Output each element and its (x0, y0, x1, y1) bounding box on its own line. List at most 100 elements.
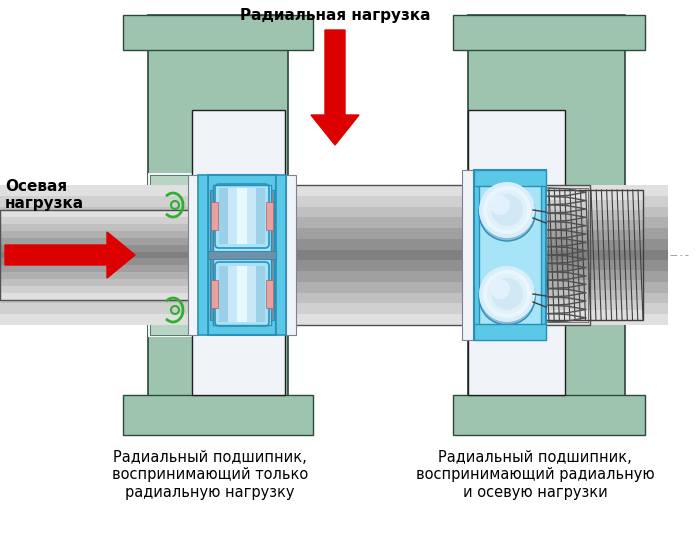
Bar (0, 286, 200, 293)
Text: Радиальный подшипник,
воспринимающий только
радиальную нагрузку: Радиальный подшипник, воспринимающий тол… (112, 450, 308, 500)
Bar (219, 266, 228, 322)
Bar (0, 231, 200, 238)
Bar (528, 280, 643, 290)
Bar (468, 15, 625, 430)
Circle shape (491, 194, 523, 226)
Bar (528, 250, 643, 260)
Bar (208, 175, 276, 335)
Bar (271, 190, 274, 320)
Bar (0, 207, 668, 217)
Bar (474, 170, 546, 186)
Bar (123, 395, 313, 435)
Bar (237, 266, 246, 322)
Circle shape (479, 182, 535, 238)
Bar (195, 185, 590, 325)
Bar (0, 196, 668, 207)
Bar (453, 395, 645, 435)
Text: Радиальная нагрузка: Радиальная нагрузка (239, 8, 430, 23)
FancyArrow shape (5, 232, 135, 278)
Bar (0, 228, 668, 239)
Bar (470, 175, 526, 335)
Bar (528, 260, 643, 270)
Bar (474, 324, 546, 340)
Circle shape (490, 195, 510, 215)
Circle shape (479, 185, 535, 241)
Bar (246, 266, 255, 322)
Bar (213, 185, 271, 325)
Bar (0, 252, 200, 259)
Bar (228, 188, 237, 244)
Bar (246, 188, 255, 244)
Bar (255, 188, 265, 244)
Bar (453, 15, 645, 50)
Bar (0, 314, 668, 325)
Circle shape (491, 278, 523, 310)
Bar (528, 310, 643, 320)
Bar (528, 270, 643, 280)
Bar (123, 15, 313, 50)
Bar (286, 175, 296, 335)
Text: Радиальный подшипник,
воспринимающий радиальную
и осевую нагрузки: Радиальный подшипник, воспринимающий рад… (416, 450, 654, 500)
Bar (0, 239, 668, 249)
Text: Осевая
нагрузка: Осевая нагрузка (5, 179, 84, 211)
Bar (0, 293, 668, 303)
Circle shape (487, 274, 527, 314)
Circle shape (483, 186, 531, 234)
FancyArrow shape (311, 30, 359, 145)
Circle shape (491, 278, 523, 310)
Bar (276, 175, 286, 335)
Bar (192, 110, 285, 395)
Bar (528, 290, 643, 300)
Circle shape (487, 190, 527, 230)
Bar (0, 271, 668, 282)
Bar (0, 282, 668, 293)
Bar (0, 224, 200, 231)
Bar (0, 238, 200, 245)
Bar (528, 190, 643, 320)
Bar (528, 230, 643, 240)
Bar (462, 170, 474, 340)
Bar (188, 175, 198, 335)
Circle shape (483, 186, 531, 234)
Bar (0, 185, 668, 196)
Circle shape (483, 270, 531, 318)
Bar (266, 280, 273, 308)
Bar (148, 15, 288, 430)
Bar (0, 265, 200, 272)
Circle shape (487, 190, 527, 230)
Bar (208, 251, 276, 259)
Circle shape (483, 270, 531, 318)
Bar (211, 202, 218, 230)
Bar (468, 173, 528, 337)
Bar (0, 210, 200, 300)
Bar (479, 180, 541, 330)
Bar (210, 190, 213, 320)
Bar (219, 188, 228, 244)
Bar (237, 188, 246, 244)
Bar (528, 210, 643, 220)
Bar (528, 300, 643, 310)
Circle shape (490, 279, 510, 299)
Bar (228, 266, 237, 322)
Bar (0, 259, 200, 265)
Bar (0, 245, 200, 252)
Bar (528, 190, 643, 200)
Bar (474, 170, 546, 340)
Bar (528, 220, 643, 230)
Bar (0, 217, 668, 228)
Bar (0, 303, 668, 314)
Circle shape (491, 194, 523, 226)
Bar (0, 217, 200, 224)
Bar (0, 210, 200, 217)
Bar (150, 175, 200, 335)
Bar (528, 240, 643, 250)
Circle shape (479, 269, 535, 325)
Bar (468, 110, 565, 395)
Circle shape (479, 266, 535, 322)
Bar (211, 280, 218, 308)
Bar (0, 293, 200, 300)
Bar (255, 266, 265, 322)
Bar (266, 202, 273, 230)
Bar (0, 279, 200, 286)
Bar (0, 272, 200, 279)
